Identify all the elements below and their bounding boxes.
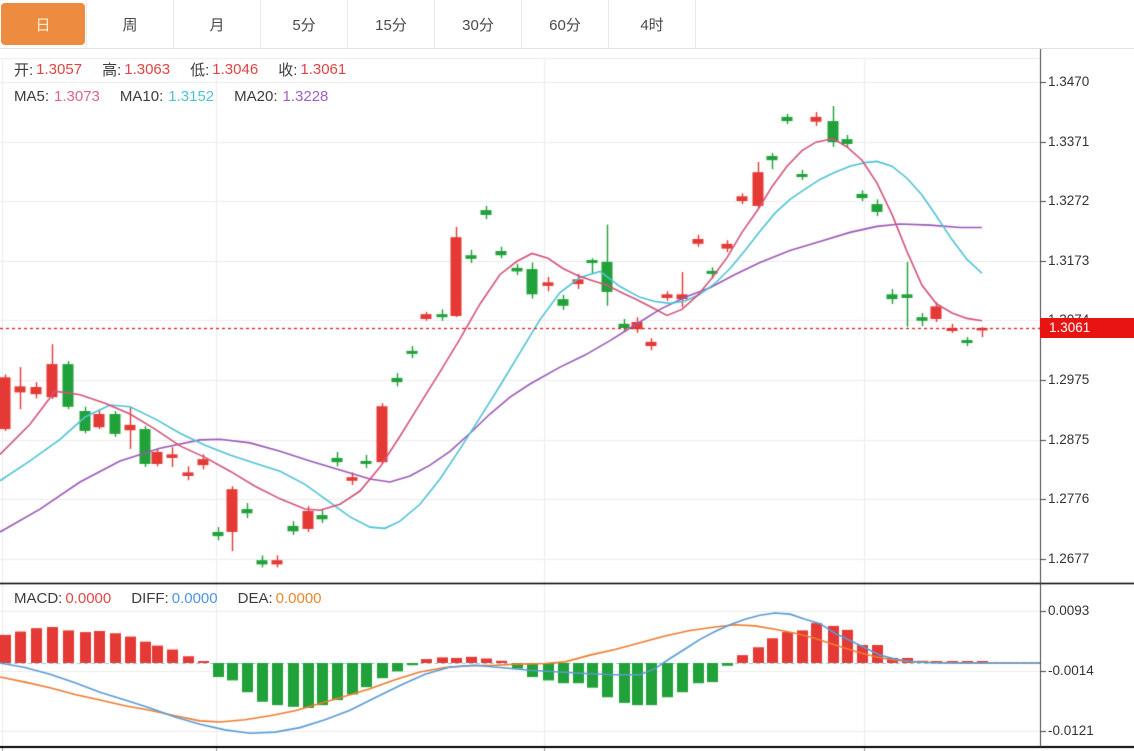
tab-30min-label: 30分 xyxy=(462,16,494,34)
last-price-tag: 1.3061 xyxy=(1040,318,1134,339)
axis-tick-label: -0.0014 xyxy=(1048,662,1094,678)
diff-legend: DIFF: 0.0000 xyxy=(131,589,218,607)
axis-tick-label: 1.3371 xyxy=(1048,133,1090,149)
axis-tick-label: 1.2975 xyxy=(1048,371,1090,387)
ma5-legend: MA5: 1.3073 xyxy=(14,88,100,105)
tab-15min[interactable]: 15分 xyxy=(348,0,435,48)
tab-30min[interactable]: 30分 xyxy=(435,0,522,48)
tab-60min-label: 60分 xyxy=(549,16,581,34)
axis-tick-label: 1.2875 xyxy=(1048,431,1090,447)
ohlc-close: 收: 1.3061 xyxy=(278,61,347,79)
tab-week-label: 周 xyxy=(122,16,138,34)
tab-month[interactable]: 月 xyxy=(174,0,261,48)
legend-ma: MA5: 1.3073 MA10: 1.3152 MA20: 1.3228 xyxy=(14,84,348,109)
tab-4hour-label: 4时 xyxy=(640,16,664,34)
axis-tick-label: -0.0121 xyxy=(1048,722,1094,738)
ohlc-high: 高: 1.3063 xyxy=(102,61,171,79)
legend-macd: MACD: 0.0000 DIFF: 0.0000 DEA: 0.0000 xyxy=(14,586,342,610)
axis-tick-label: 1.2677 xyxy=(1048,551,1090,566)
tab-4hour[interactable]: 4时 xyxy=(609,0,696,48)
tab-5min[interactable]: 5分 xyxy=(261,0,348,48)
axis-tick-label: 1.2776 xyxy=(1048,491,1090,507)
axis-tick-label: 1.3272 xyxy=(1048,193,1090,209)
tab-day[interactable]: 日 xyxy=(0,0,87,48)
axis-tick-label: 1.3173 xyxy=(1048,252,1090,268)
tab-60min[interactable]: 60分 xyxy=(522,0,609,48)
tab-15min-label: 15分 xyxy=(375,16,407,34)
ohlc-open: 开: 1.3057 xyxy=(14,61,83,79)
dea-legend: DEA: 0.0000 xyxy=(237,589,322,607)
tab-month-label: 月 xyxy=(209,16,225,34)
macd-legend: MACD: 0.0000 xyxy=(14,589,112,607)
ma20-legend: MA20: 1.3228 xyxy=(234,88,329,105)
tab-5min-label: 5分 xyxy=(292,16,316,34)
ma10-legend: MA10: 1.3152 xyxy=(119,88,215,105)
ohlc-low: 低: 1.3046 xyxy=(190,61,259,79)
axis-tick-label: 1.3470 xyxy=(1048,74,1090,89)
legend-ohlc: 开: 1.3057 高: 1.3063 低: 1.3046 收: 1.3061 xyxy=(14,57,366,82)
timeframe-tabbar: 日 周 月 5分 15分 30分 60分 4时 xyxy=(0,0,1134,49)
tab-day-label: 日 xyxy=(1,3,85,45)
axis-tick-label: 0.0093 xyxy=(1048,602,1090,618)
tab-week[interactable]: 周 xyxy=(87,0,174,48)
